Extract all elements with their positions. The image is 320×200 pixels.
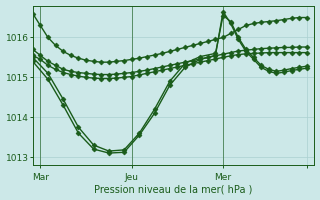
X-axis label: Pression niveau de la mer( hPa ): Pression niveau de la mer( hPa ) bbox=[94, 184, 253, 194]
